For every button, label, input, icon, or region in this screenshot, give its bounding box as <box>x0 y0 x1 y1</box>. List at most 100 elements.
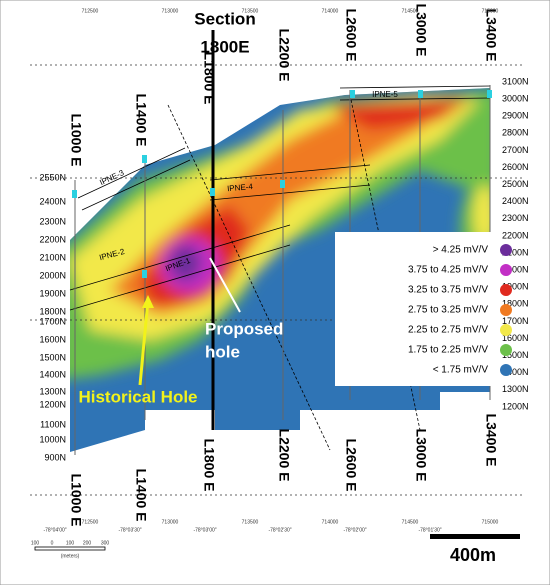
scale-label: 400m <box>450 545 496 565</box>
easting: 714000 <box>322 8 339 14</box>
small-scale-unit: (meters) <box>61 553 80 559</box>
northing-label: 3100N <box>502 76 529 86</box>
northing-label: 1700N <box>39 316 66 326</box>
longitude: -78°03'00" <box>193 527 216 533</box>
small-scale-bar <box>34 546 106 551</box>
easting: 713000 <box>162 8 179 14</box>
northing-label: 900N <box>44 452 66 462</box>
legend-label: 2.25 to 2.75 mV/V <box>408 325 488 336</box>
small-scale-label: 100 <box>31 540 40 546</box>
northing-label: 1300N <box>39 386 66 396</box>
small-scale-label: 100 <box>66 540 75 546</box>
legend-swatch <box>500 344 512 356</box>
northing-label: 2900N <box>502 111 529 121</box>
yellow-right <box>473 185 490 245</box>
northing-label: 2300N <box>39 216 66 226</box>
line-label: L1400 E <box>133 469 149 522</box>
longitude: -78°04'00" <box>43 527 66 533</box>
northing-label: 1000N <box>39 434 66 444</box>
stations <box>72 90 492 278</box>
northing-label: 1300N <box>502 384 529 394</box>
line-label: L1800 E <box>201 439 217 492</box>
line-label: L3000 E <box>413 4 429 57</box>
northing-label: 2700N <box>502 145 529 155</box>
proposed-label: hole <box>205 342 240 361</box>
northing-label: 2100N <box>39 252 66 262</box>
legend-swatch <box>500 324 512 336</box>
line-label: L1400 E <box>133 94 149 147</box>
zone-label: IPNE-5 <box>372 90 398 99</box>
line-label: L1800 E <box>201 52 217 105</box>
legend-label: < 1.75 mV/V <box>433 365 489 376</box>
title: Section <box>194 9 255 28</box>
easting: 713000 <box>162 519 179 525</box>
legend-label: 3.75 to 4.25 mV/V <box>408 265 488 276</box>
line-label: L2200 E <box>276 29 292 82</box>
proposed-label: Proposed <box>205 319 283 338</box>
proposed-arrow <box>209 257 241 313</box>
longitude: -78°02'00" <box>343 527 366 533</box>
northing-label: 1500N <box>502 350 529 360</box>
historical-label: Historical Hole <box>78 387 197 406</box>
northing-label: 1600N <box>502 333 529 343</box>
northing-label: 2400N <box>502 196 529 206</box>
small-scale-label: 200 <box>83 540 92 546</box>
northing-label: 1400N <box>502 367 529 377</box>
northing-label: 1500N <box>39 352 66 362</box>
northing-label: 1600N <box>39 334 66 344</box>
northing-label: 2550N <box>39 172 66 182</box>
line-label: L2600 E <box>343 9 359 62</box>
easting: 714500 <box>402 8 419 14</box>
northing-label: 2600N <box>502 162 529 172</box>
legend-swatch <box>500 304 512 316</box>
northing-label: 1900N <box>502 282 529 292</box>
northing-label: 2100N <box>502 247 529 257</box>
line-label: L2600 E <box>343 439 359 492</box>
line-label: L1000 E <box>68 114 84 167</box>
legend-label: 2.75 to 3.25 mV/V <box>408 305 488 316</box>
easting: 713500 <box>242 519 259 525</box>
easting: 714000 <box>322 519 339 525</box>
northing-label: 1400N <box>39 369 66 379</box>
line-label: L1000 E <box>68 474 84 527</box>
scale-bar <box>430 534 520 539</box>
northing-label: 2300N <box>502 213 529 223</box>
small-scale-label: 300 <box>101 540 110 546</box>
northing-label: 2000N <box>39 270 66 280</box>
longitude: -78°01'30" <box>418 527 441 533</box>
northing-label: 3000N <box>502 93 529 103</box>
easting: 715000 <box>482 8 499 14</box>
easting: 715000 <box>482 519 499 525</box>
legend-swatch <box>500 244 512 256</box>
northing-label: 2800N <box>502 128 529 138</box>
northing-label: 2000N <box>502 264 529 274</box>
longitude: -78°02'30" <box>268 527 291 533</box>
historical-arrow <box>138 299 150 386</box>
legend-label: 1.75 to 2.25 mV/V <box>408 345 488 356</box>
northing-label: 2400N <box>39 196 66 206</box>
legend-swatch <box>500 364 512 376</box>
northing-label: 1800N <box>39 306 66 316</box>
easting: 712500 <box>82 8 99 14</box>
line-label: L3400 E <box>483 414 499 467</box>
northing-label: 1100N <box>40 419 66 429</box>
northing-label: 1900N <box>39 288 66 298</box>
zone-label: IPNE-4 <box>227 182 254 193</box>
line-label: L3400 E <box>483 9 499 62</box>
northing-label: 1700N <box>502 316 529 326</box>
easting: 712500 <box>82 519 99 525</box>
easting: 713500 <box>242 8 259 14</box>
legend-box <box>335 232 525 386</box>
line-label: L2200 E <box>276 429 292 482</box>
northing-label: 1200N <box>502 401 529 411</box>
legend-label: 3.25 to 3.75 mV/V <box>408 285 488 296</box>
legend-swatch <box>500 284 512 296</box>
northing-label: 2500N <box>502 179 529 189</box>
red-top <box>330 98 470 130</box>
legend-swatch <box>500 264 512 276</box>
easting: 714500 <box>402 519 419 525</box>
northing-label: 2200N <box>502 230 529 240</box>
blobs <box>70 90 490 380</box>
northing-label: 1200N <box>39 399 66 409</box>
